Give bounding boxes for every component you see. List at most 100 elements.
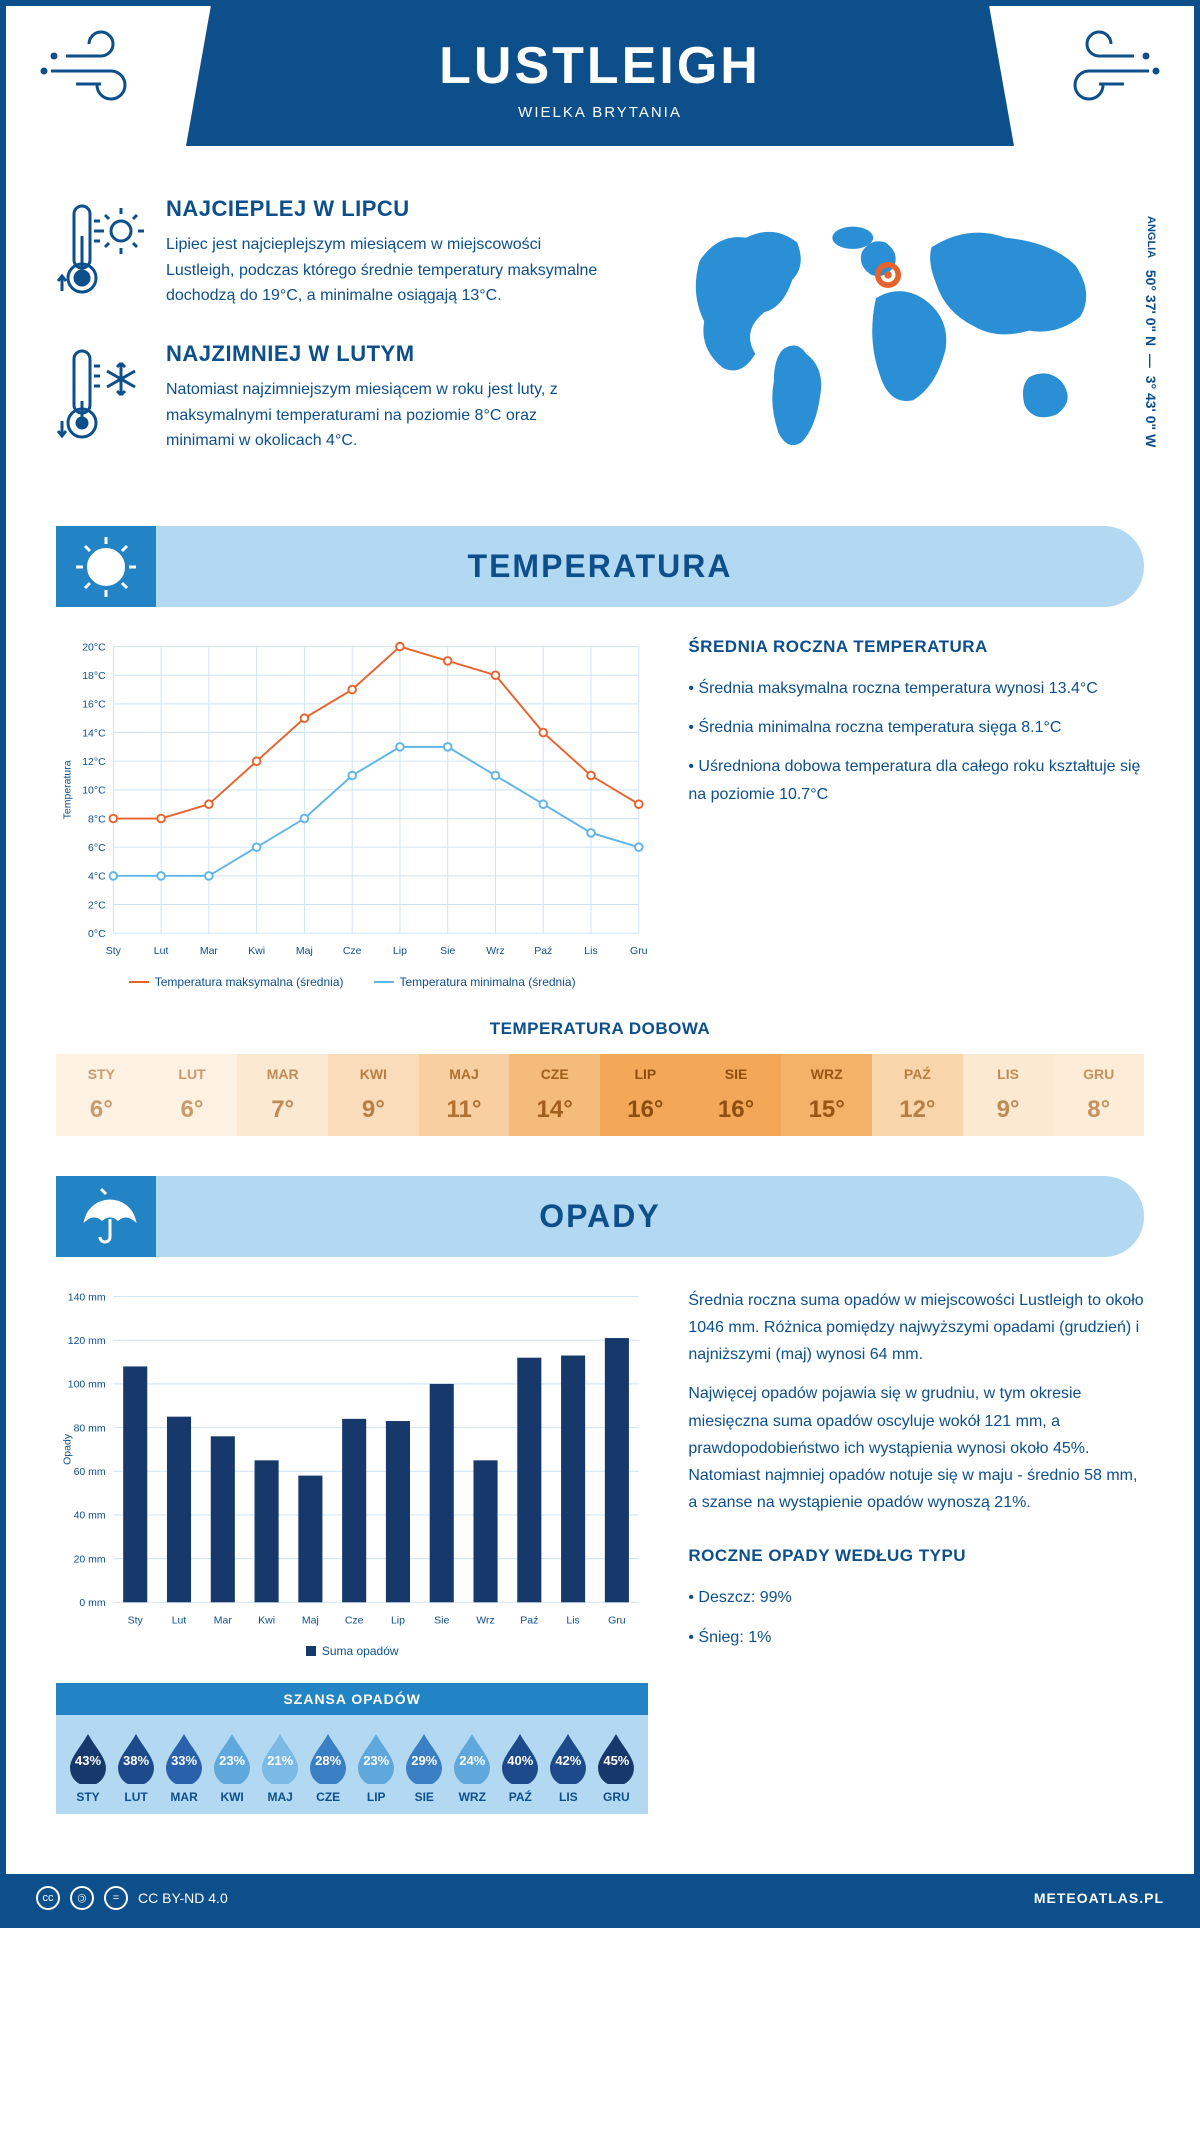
header-wrap: LUSTLEIGH WIELKA BRYTANIA — [6, 6, 1194, 166]
coord-lon: 3° 43' 0" W — [1143, 376, 1159, 448]
raindrop-icon: 38% — [114, 1730, 158, 1784]
fact-coldest: NAJZIMNIEJ W LUTYM Natomiast najzimniejs… — [56, 341, 605, 456]
cc-icon: cc — [36, 1886, 60, 1910]
thermometer-snow-icon — [56, 341, 146, 456]
daily-cell: KWI9° — [328, 1054, 419, 1136]
bytype-1: • Śnieg: 1% — [688, 1624, 1144, 1651]
daily-cell: LIP16° — [600, 1054, 691, 1136]
by-icon: 🄯 — [70, 1886, 94, 1910]
fact-cold-body: NAJZIMNIEJ W LUTYM Natomiast najzimniejs… — [166, 341, 605, 456]
chance-cell: 40% PAŹ — [496, 1730, 544, 1804]
daily-temp-table: STY6°LUT6°MAR7°KWI9°MAJ11°CZE14°LIP16°SI… — [56, 1054, 1144, 1136]
chance-cell: 45% GRU — [592, 1730, 640, 1804]
daily-cell: STY6° — [56, 1054, 147, 1136]
svg-text:0 mm: 0 mm — [79, 1597, 106, 1609]
fact-cold-title: NAJZIMNIEJ W LUTYM — [166, 341, 605, 367]
svg-text:Cze: Cze — [345, 1614, 364, 1626]
svg-text:Wrz: Wrz — [476, 1614, 494, 1626]
svg-text:14°C: 14°C — [82, 727, 106, 739]
svg-text:Sty: Sty — [128, 1614, 144, 1626]
temp-summary: ŚREDNIA ROCZNA TEMPERATURA • Średnia mak… — [688, 637, 1144, 989]
temp-section-title: TEMPERATURA — [76, 548, 1124, 585]
svg-text:Maj: Maj — [296, 945, 313, 957]
svg-text:16°C: 16°C — [82, 699, 106, 711]
coord-lat: 50° 37' 0" N — [1143, 270, 1159, 346]
chance-cell: 28% CZE — [304, 1730, 352, 1804]
intro-row: NAJCIEPLEJ W LIPCU Lipiec jest najcieple… — [56, 196, 1144, 486]
fact-hot-text: Lipiec jest najcieplejszym miesiącem w m… — [166, 232, 605, 309]
svg-text:120 mm: 120 mm — [68, 1335, 106, 1347]
chance-cell: 42% LIS — [544, 1730, 592, 1804]
region-label: ANGLIA — [1145, 216, 1157, 258]
coordinates: ANGLIA 50° 37' 0" N — 3° 43' 0" W — [1143, 216, 1159, 447]
svg-text:12°C: 12°C — [82, 756, 106, 768]
svg-text:Sie: Sie — [434, 1614, 449, 1626]
footer: cc 🄯 = CC BY-ND 4.0 METEOATLAS.PL — [6, 1874, 1194, 1922]
temp-summary-0: • Średnia maksymalna roczna temperatura … — [688, 675, 1144, 702]
page-title: LUSTLEIGH — [206, 36, 994, 96]
precip-chart-col: 0 mm20 mm40 mm60 mm80 mm100 mm120 mm140 … — [56, 1287, 648, 1814]
daily-cell: WRZ15° — [781, 1054, 872, 1136]
precip-para-1: Najwięcej opadów pojawia się w grudniu, … — [688, 1380, 1144, 1516]
chance-cell: 43% STY — [64, 1730, 112, 1804]
daily-cell: MAJ11° — [419, 1054, 510, 1136]
svg-text:Temperatura: Temperatura — [61, 760, 73, 819]
svg-text:Paź: Paź — [534, 945, 552, 957]
temperature-line-chart: 0°C2°C4°C6°C8°C10°C12°C14°C16°C18°C20°CS… — [56, 637, 648, 962]
chance-cell: 24% WRZ — [448, 1730, 496, 1804]
temp-summary-title: ŚREDNIA ROCZNA TEMPERATURA — [688, 637, 1144, 657]
raindrop-icon: 23% — [210, 1730, 254, 1784]
svg-text:4°C: 4°C — [88, 871, 106, 883]
chance-cell: 33% MAR — [160, 1730, 208, 1804]
svg-text:Lip: Lip — [393, 945, 407, 957]
chance-cell: 23% LIP — [352, 1730, 400, 1804]
svg-text:0°C: 0°C — [88, 928, 106, 940]
fact-hot-body: NAJCIEPLEJ W LIPCU Lipiec jest najcieple… — [166, 196, 605, 311]
temp-summary-2: • Uśredniona dobowa temperatura dla całe… — [688, 753, 1144, 807]
svg-text:40 mm: 40 mm — [74, 1510, 106, 1522]
fact-hot-title: NAJCIEPLEJ W LIPCU — [166, 196, 605, 222]
daily-cell: LIS9° — [963, 1054, 1054, 1136]
svg-text:Mar: Mar — [200, 945, 219, 957]
header-banner: LUSTLEIGH WIELKA BRYTANIA — [186, 6, 1014, 146]
daily-cell: LUT6° — [147, 1054, 238, 1136]
daily-cell: CZE14° — [509, 1054, 600, 1136]
temp-summary-1: • Średnia minimalna roczna temperatura s… — [688, 714, 1144, 741]
raindrop-icon: 43% — [66, 1730, 110, 1784]
sun-icon — [56, 526, 156, 607]
raindrop-icon: 42% — [546, 1730, 590, 1784]
raindrop-icon: 21% — [258, 1730, 302, 1784]
wind-icon-right — [1054, 26, 1164, 111]
svg-text:18°C: 18°C — [82, 670, 106, 682]
svg-text:Sty: Sty — [106, 945, 122, 957]
temp-row: 0°C2°C4°C6°C8°C10°C12°C14°C16°C18°C20°CS… — [56, 637, 1144, 989]
footer-license: cc 🄯 = CC BY-ND 4.0 — [36, 1886, 228, 1910]
section-header-temperature: TEMPERATURA — [56, 526, 1144, 607]
svg-text:140 mm: 140 mm — [68, 1291, 106, 1303]
raindrop-icon: 24% — [450, 1730, 494, 1784]
chance-cell: 23% KWI — [208, 1730, 256, 1804]
svg-text:Lut: Lut — [172, 1614, 187, 1626]
license-text: CC BY-ND 4.0 — [138, 1890, 228, 1906]
svg-text:100 mm: 100 mm — [68, 1379, 106, 1391]
temp-chart-col: 0°C2°C4°C6°C8°C10°C12°C14°C16°C18°C20°CS… — [56, 637, 648, 989]
svg-text:80 mm: 80 mm — [74, 1422, 106, 1434]
svg-text:Sie: Sie — [440, 945, 455, 957]
raindrop-icon: 33% — [162, 1730, 206, 1784]
wind-icon-left — [36, 26, 146, 111]
svg-text:20°C: 20°C — [82, 641, 106, 653]
raindrop-icon: 23% — [354, 1730, 398, 1784]
svg-text:Kwi: Kwi — [248, 945, 265, 957]
daily-cell: SIE16° — [691, 1054, 782, 1136]
thermometer-sun-icon — [56, 196, 146, 311]
svg-text:Maj: Maj — [302, 1614, 319, 1626]
bytype-0: • Deszcz: 99% — [688, 1584, 1144, 1611]
svg-text:Gru: Gru — [608, 1614, 626, 1626]
legend-max: Temperatura maksymalna (średnia) — [129, 975, 344, 989]
svg-text:Paź: Paź — [520, 1614, 538, 1626]
svg-text:6°C: 6°C — [88, 842, 106, 854]
infographic-page: LUSTLEIGH WIELKA BRYTANIA NAJCIEPLEJ W L… — [0, 0, 1200, 1928]
daily-temp-title: TEMPERATURA DOBOWA — [56, 1019, 1144, 1039]
daily-cell: PAŹ12° — [872, 1054, 963, 1136]
fact-hottest: NAJCIEPLEJ W LIPCU Lipiec jest najcieple… — [56, 196, 605, 311]
